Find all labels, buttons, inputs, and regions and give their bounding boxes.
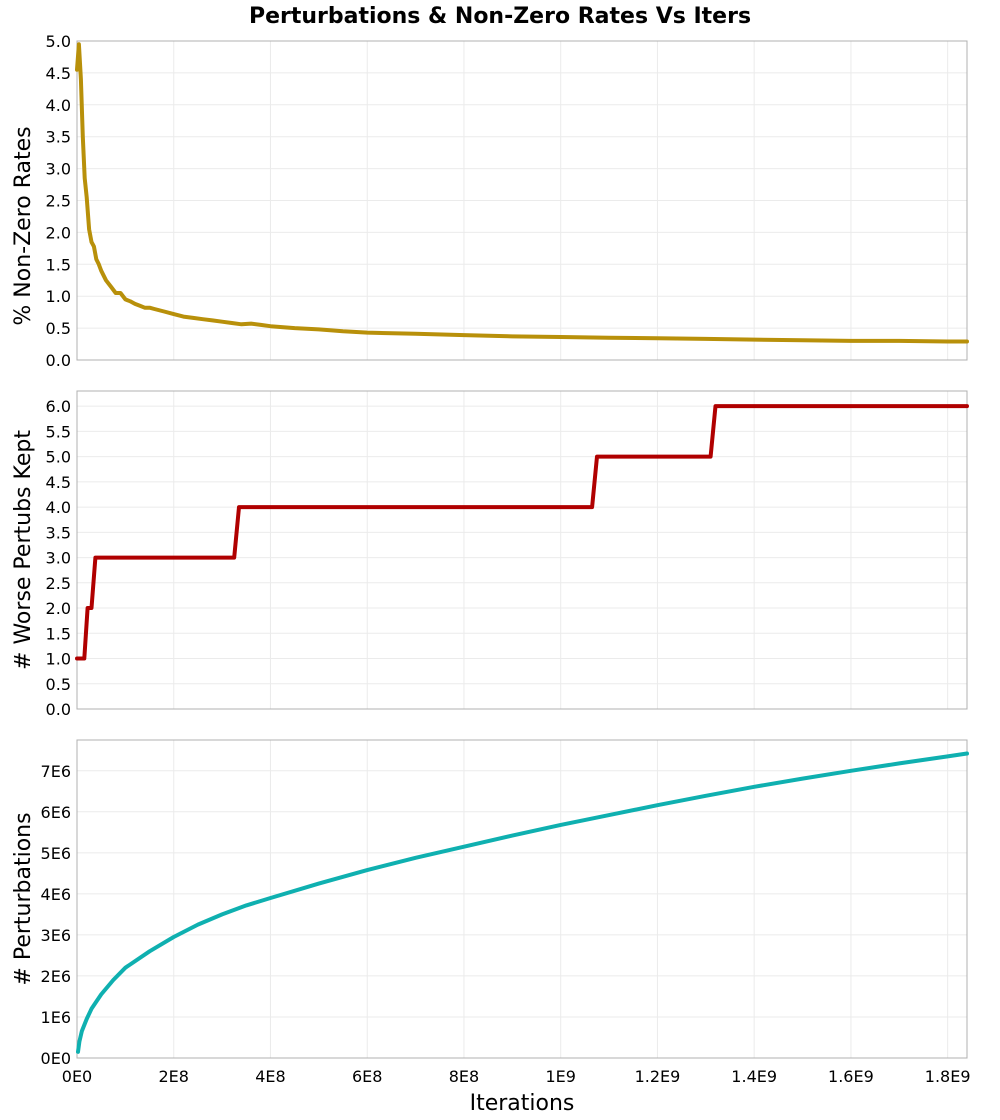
y-tick-label: 3.0 [46, 160, 71, 179]
x-tick-label: 1.2E9 [635, 1067, 681, 1086]
panel-3: 0E0 1E6 2E6 3E6 4E6 5E6 6E6 7E6 # Perturbations [11, 739, 969, 1068]
y-tick-label: 1.0 [46, 287, 71, 306]
y-tick-label: 4E6 [41, 885, 71, 904]
y-tick-label: 0E0 [41, 1049, 71, 1068]
plot-frame [76, 390, 968, 710]
y-tick-label: 3E6 [41, 926, 71, 945]
y-tick-label: 4.5 [46, 64, 71, 83]
x-axis: 0E0 2E8 4E8 6E8 8E8 1E9 1.2E9 1.4E9 1.6E9 1.8E9 [62, 1067, 971, 1086]
x-tick-label: 4E8 [255, 1067, 285, 1086]
y-tick-label: 2.0 [46, 599, 71, 618]
y-tick-label: 2.5 [46, 574, 71, 593]
y-tick-label: 3.5 [46, 128, 71, 147]
x-tick-label: 1E9 [545, 1067, 575, 1086]
y-tick-label: 5.0 [46, 448, 71, 467]
x-tick-label: 1.4E9 [731, 1067, 777, 1086]
y-tick-label: 0.0 [46, 351, 71, 370]
y-tick-label: 5.5 [46, 422, 71, 441]
y-axis-label: # Worse Pertubs Kept [11, 430, 36, 670]
y-tick-label: 3.0 [46, 549, 71, 568]
x-tick-label: 6E8 [352, 1067, 382, 1086]
y-tick-label: 0.0 [46, 700, 71, 719]
y-tick-label: 0.5 [46, 319, 71, 338]
grid [76, 40, 967, 361]
x-axis-label: Iterations [470, 1091, 575, 1116]
x-tick-label: 1.6E9 [828, 1067, 874, 1086]
y-axis-label: % Non-Zero Rates [11, 126, 36, 325]
y-tick-label: 4.0 [46, 96, 71, 115]
y-tick-label: 7E6 [41, 762, 71, 781]
x-tick-label: 8E8 [449, 1067, 479, 1086]
y-tick-label: 2E6 [41, 967, 71, 986]
y-tick-labels: 0.0 0.5 1.0 1.5 2.0 2.5 3.0 3.5 4.0 4.5 5.0 [46, 32, 71, 370]
series-line [75, 404, 969, 661]
grid [76, 740, 967, 1059]
grid [76, 391, 967, 710]
plot-frame [76, 739, 968, 1059]
y-tick-label: 1E6 [41, 1008, 71, 1027]
y-tick-label: 4.5 [46, 473, 71, 492]
panel-2: 0.0 0.5 1.0 1.5 2.0 2.5 3.0 3.5 4.0 4.5 5.0 5.5 6.0 #… [11, 390, 969, 719]
y-axis-label: # Perturbations [11, 812, 36, 985]
y-tick-label: 2.5 [46, 192, 71, 211]
y-tick-labels: 0.0 0.5 1.0 1.5 2.0 2.5 3.0 3.5 4.0 4.5 5.0 5.5 6.0 [46, 397, 71, 719]
panel-1: 0.0 0.5 1.0 1.5 2.0 2.5 3.0 3.5 4.0 4.5 5.0 % Non-Z… [11, 32, 969, 370]
series-line [75, 42, 969, 344]
y-tick-label: 4.0 [46, 498, 71, 517]
y-tick-label: 2.0 [46, 223, 71, 242]
y-tick-label: 5E6 [41, 844, 71, 863]
figure-title: Perturbations & Non-Zero Rates Vs Iters [249, 4, 751, 29]
y-tick-label: 5.0 [46, 32, 71, 51]
x-tick-label: 1.8E9 [925, 1067, 971, 1086]
y-tick-label: 1.5 [46, 255, 71, 274]
panels: 0.0 0.5 1.0 1.5 2.0 2.5 3.0 3.5 4.0 4.5 5.0 % Non-Z… [11, 32, 969, 1068]
y-tick-label: 1.0 [46, 650, 71, 669]
y-tick-label: 0.5 [46, 675, 71, 694]
x-tick-label: 2E8 [159, 1067, 189, 1086]
y-tick-label: 6.0 [46, 397, 71, 416]
x-tick-label: 0E0 [62, 1067, 92, 1086]
y-tick-label: 6E6 [41, 803, 71, 822]
y-tick-label: 1.5 [46, 624, 71, 643]
series-line [76, 751, 969, 1054]
plot-frame [76, 40, 968, 361]
y-tick-labels: 0E0 1E6 2E6 3E6 4E6 5E6 6E6 7E6 [41, 762, 71, 1068]
y-tick-label: 3.5 [46, 523, 71, 542]
